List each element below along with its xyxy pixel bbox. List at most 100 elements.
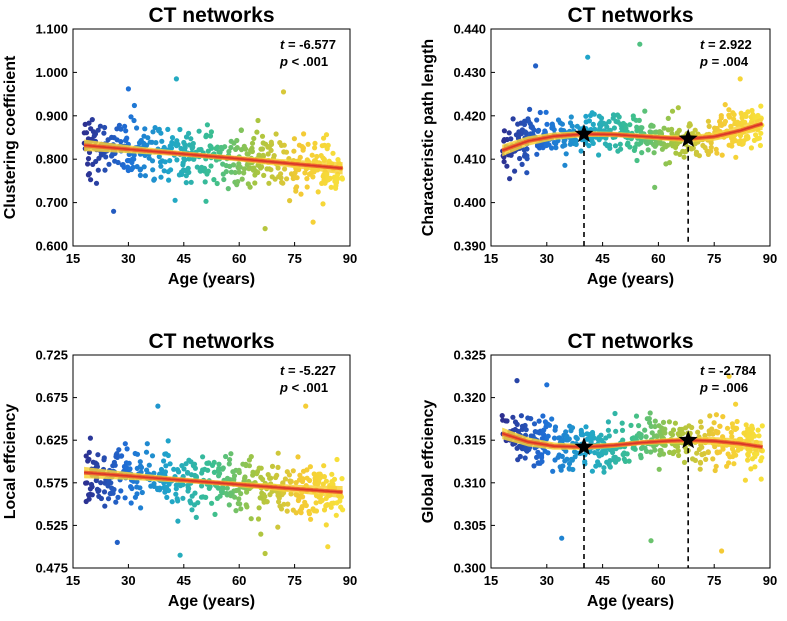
data-point	[162, 489, 168, 495]
data-point	[157, 159, 164, 165]
data-point	[726, 107, 732, 113]
data-point	[628, 422, 634, 428]
data-point	[534, 117, 540, 123]
data-point	[308, 516, 314, 522]
data-point	[648, 538, 654, 544]
data-point	[514, 421, 520, 427]
x-tick-label: 90	[763, 573, 777, 588]
data-point	[672, 144, 679, 150]
data-point	[280, 89, 287, 95]
data-point	[553, 141, 559, 147]
data-point	[658, 447, 664, 454]
x-tick-label: 75	[707, 251, 721, 266]
y-tick-label: 0.300	[453, 561, 486, 576]
data-point	[238, 147, 245, 153]
data-point	[156, 154, 162, 160]
data-point	[238, 127, 244, 133]
data-point	[328, 504, 334, 510]
data-point	[244, 151, 250, 157]
data-point	[281, 149, 287, 155]
data-point	[748, 114, 754, 120]
data-point	[241, 166, 247, 172]
data-point	[697, 459, 704, 465]
data-point	[233, 146, 239, 152]
data-point	[669, 432, 676, 438]
data-point	[156, 126, 162, 132]
data-point	[719, 122, 725, 128]
data-point	[518, 413, 525, 419]
data-point	[713, 412, 720, 418]
data-point	[224, 485, 230, 491]
data-point	[87, 486, 93, 492]
data-point	[709, 426, 715, 432]
data-point	[302, 499, 308, 505]
data-point	[567, 141, 574, 147]
data-point	[278, 142, 285, 148]
data-point	[726, 112, 732, 118]
data-point	[183, 180, 189, 186]
y-tick-label: 0.700	[35, 195, 68, 210]
data-point	[506, 130, 512, 136]
data-point	[719, 548, 725, 554]
data-point	[231, 473, 238, 479]
data-point	[312, 145, 318, 151]
data-point	[173, 491, 179, 497]
data-point	[174, 496, 180, 502]
data-point	[329, 471, 335, 477]
data-point	[180, 495, 186, 501]
data-point	[83, 480, 89, 486]
data-point	[698, 424, 704, 430]
data-point	[144, 467, 150, 473]
data-point	[711, 420, 717, 426]
data-point	[621, 456, 627, 462]
data-point	[540, 413, 546, 419]
panel-2-stat-t: t = 2.922	[700, 37, 752, 52]
data-point	[251, 135, 257, 142]
data-point	[220, 465, 226, 471]
data-point	[173, 143, 180, 149]
data-point	[134, 125, 140, 131]
data-point	[191, 502, 198, 508]
data-point	[323, 132, 330, 138]
data-point	[223, 453, 229, 460]
panel-1-y-axis-label: Clustering coefficient	[2, 55, 19, 219]
data-point	[630, 445, 636, 451]
data-point	[299, 504, 305, 510]
data-point	[174, 157, 180, 163]
data-point	[202, 179, 208, 185]
data-point	[326, 175, 332, 181]
x-tick-label: 15	[66, 573, 80, 588]
data-point	[661, 427, 667, 433]
data-point	[663, 143, 669, 149]
panel-3-stat-t: t = -5.227	[280, 363, 336, 378]
data-point	[248, 147, 254, 153]
data-point	[314, 153, 320, 160]
data-point	[87, 491, 93, 497]
data-point	[515, 457, 521, 463]
panel-1-stat-p: p < .001	[279, 54, 328, 69]
data-point	[151, 470, 157, 476]
data-point	[238, 506, 244, 512]
data-point	[586, 118, 593, 124]
data-point	[280, 180, 286, 186]
data-point	[188, 136, 194, 142]
data-point	[223, 163, 229, 169]
data-point	[569, 457, 576, 463]
data-point	[158, 174, 164, 180]
x-tick-label: 15	[66, 251, 80, 266]
data-point	[522, 455, 528, 461]
data-point	[161, 168, 167, 174]
data-point	[159, 138, 165, 144]
data-point	[598, 432, 604, 438]
data-point	[569, 425, 576, 431]
data-point	[204, 122, 210, 128]
data-point	[226, 148, 232, 155]
data-point	[137, 459, 143, 465]
data-point	[722, 102, 728, 108]
data-point	[727, 454, 733, 460]
panel-1-x-axis-label: Age (years)	[168, 271, 255, 288]
data-point	[255, 117, 261, 124]
stat-t-symbol: t	[280, 363, 285, 378]
data-point	[758, 103, 764, 109]
data-point	[128, 484, 134, 490]
